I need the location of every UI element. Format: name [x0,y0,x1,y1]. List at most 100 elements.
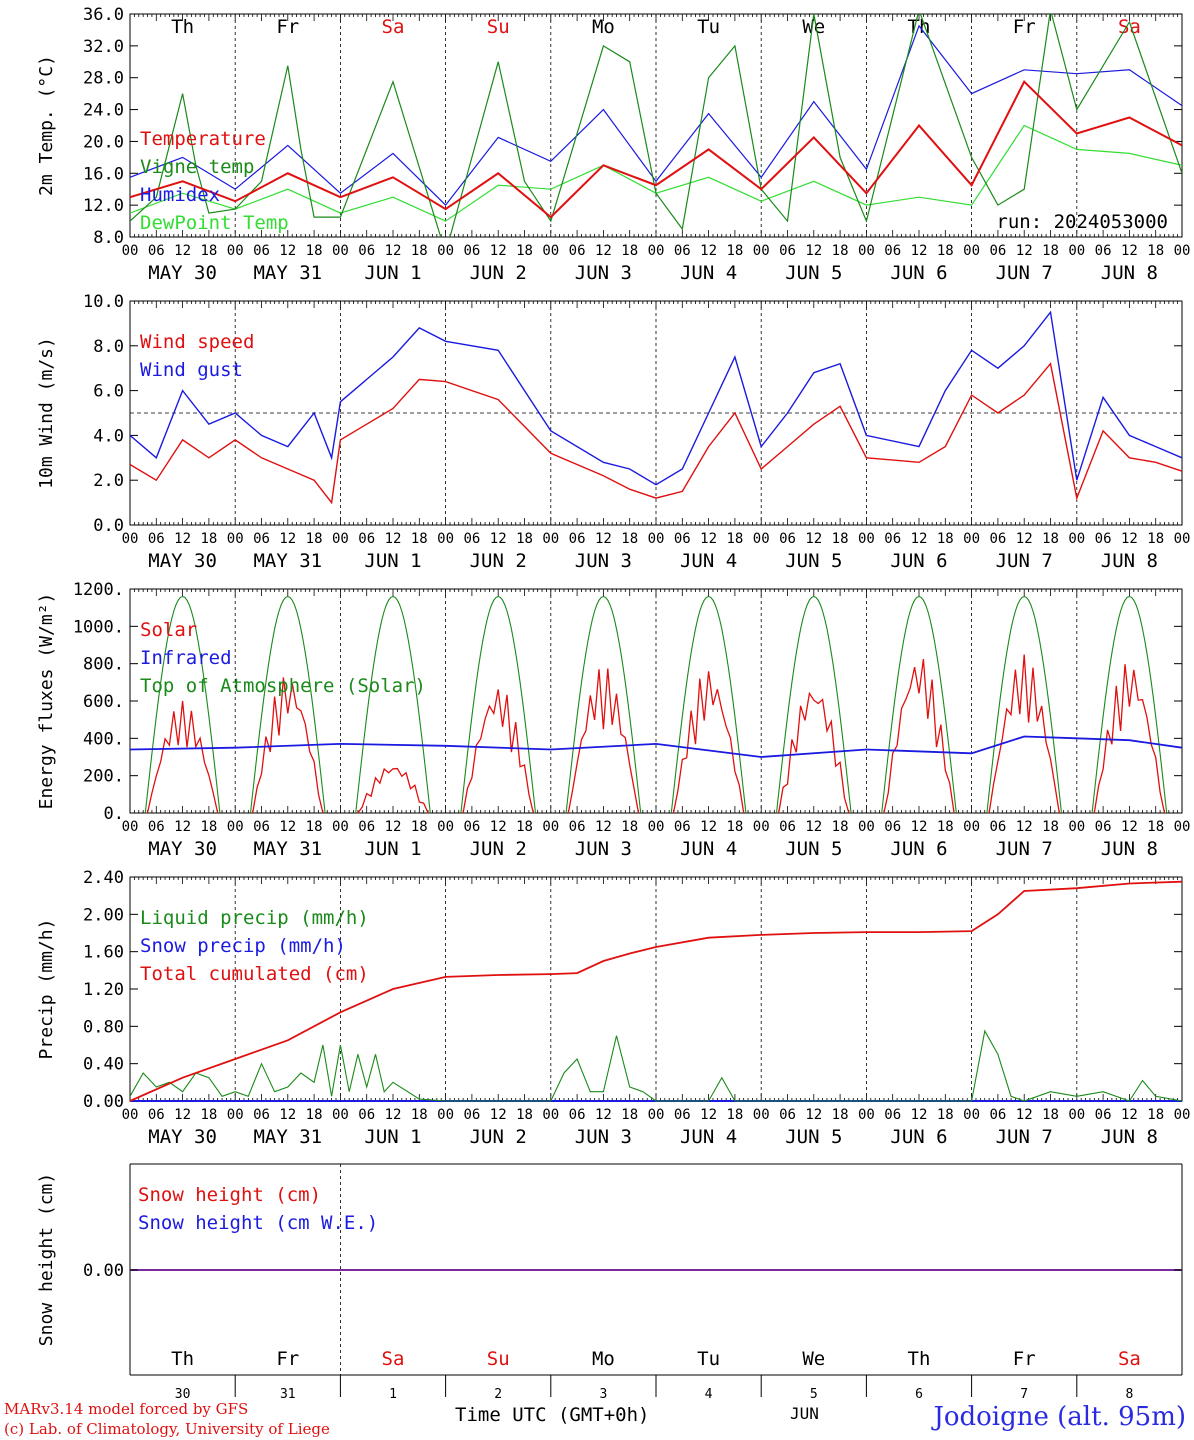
date-label: JUN 3 [575,1126,632,1148]
series-humidexline [130,24,1182,207]
hour-tick-label: 12 [805,1107,822,1123]
hour-tick-label: 12 [1121,1107,1138,1123]
date-label: JUN 7 [996,262,1053,284]
date-label: JUN 4 [680,262,737,284]
hour-tick-label: 00 [437,243,454,259]
hour-tick-label: 00 [1174,819,1191,835]
panel-1-series [130,14,1182,237]
hour-tick-label: 12 [595,1107,612,1123]
hour-tick-label: 18 [411,819,428,835]
hour-tick-label: 06 [253,243,270,259]
hour-tick-label: 12 [1016,1107,1033,1123]
hour-tick-label: 00 [1174,531,1191,547]
hour-tick-label: 00 [753,531,770,547]
legend-3-entry: Solar [140,619,197,641]
hour-tick-label: 00 [858,243,875,259]
solar-day-curve [146,700,219,814]
y-axis-label-2: 10m Wind (m/s) [36,337,57,489]
hour-tick-label: 00 [437,1107,454,1123]
date-label: MAY 31 [253,838,322,860]
date-label: JUN 3 [575,838,632,860]
solar-day-curve [252,677,324,814]
y-tick-label: 800. [83,655,124,675]
hour-tick-label: 12 [700,531,717,547]
hour-tick-label: 18 [306,819,323,835]
hour-tick-label: 12 [385,819,402,835]
hour-tick-label: 06 [569,819,586,835]
y-tick-label: 0.00 [83,1092,124,1112]
hour-tick-label: 00 [963,243,980,259]
date-label: JUN 3 [575,550,632,572]
date-label: MAY 31 [253,1126,322,1148]
hour-tick-label: 00 [122,819,139,835]
toa-solar-day-curve [986,595,1063,814]
hour-tick-label: 00 [1174,1107,1191,1123]
hour-tick-label: 06 [989,1107,1006,1123]
hour-tick-label: 12 [1016,819,1033,835]
hour-tick-label: 06 [358,1107,375,1123]
day-name-label: Fr [276,1348,299,1370]
y-tick-label: 36.0 [83,5,124,25]
toa-solar-day-curve [144,595,221,814]
toa-solar-day-curve [1091,595,1168,814]
hour-tick-label: 12 [911,243,928,259]
y-tick-label: 1000. [73,617,124,637]
y-tick-label: 8.0 [93,228,124,248]
hour-tick-label: 00 [122,243,139,259]
hour-tick-label: 06 [358,531,375,547]
hour-tick-label: 12 [174,243,191,259]
hour-tick-label: 12 [700,1107,717,1123]
hour-tick-label: 18 [200,531,217,547]
hour-tick-label: 12 [279,819,296,835]
date-label: MAY 30 [148,1126,217,1148]
hour-tick-label: 00 [227,1107,244,1123]
hour-tick-label: 12 [385,1107,402,1123]
date-label: JUN 4 [680,550,737,572]
hour-tick-label: 00 [437,531,454,547]
hour-tick-label: 00 [858,819,875,835]
y-tick-label: 0.80 [83,1017,124,1037]
y-tick-label: 400. [83,729,124,749]
hour-tick-label: 12 [490,1107,507,1123]
hour-tick-label: 12 [279,243,296,259]
toa-solar-day-curve [565,595,642,814]
solar-day-curve [567,668,640,814]
hour-tick-label: 06 [358,819,375,835]
y-tick-label: 0.40 [83,1055,124,1075]
hour-tick-label: 00 [227,531,244,547]
y-tick-label: 1.20 [83,980,124,1000]
hour-tick-label: 06 [1095,531,1112,547]
hour-tick-label: 06 [779,1107,796,1123]
date-label: JUN 4 [680,838,737,860]
legend-1-entry: Humidex [140,184,220,206]
hour-tick-label: 12 [490,243,507,259]
y-tick-label: 600. [83,692,124,712]
legend-4-entry: Snow precip (mm/h) [140,935,346,957]
legend-4-entry: Total cumulated (cm) [140,963,369,985]
y-tick-label: 0. [104,804,124,824]
day-name-label: Sa [1118,1348,1141,1370]
hour-tick-label: 00 [227,819,244,835]
day-name-label: Mo [592,16,615,38]
date-label: JUN 6 [890,262,947,284]
hour-tick-label: 06 [779,819,796,835]
y-tick-label: 2.0 [93,471,124,491]
hour-tick-label: 06 [989,819,1006,835]
month-label: JUN [790,1404,819,1423]
hour-tick-label: 00 [1068,819,1085,835]
hour-tick-label: 06 [884,531,901,547]
hour-tick-label: 00 [648,243,665,259]
hour-tick-label: 00 [122,1107,139,1123]
hour-tick-label: 06 [358,243,375,259]
hour-tick-label: 00 [648,819,665,835]
hour-tick-label: 00 [858,531,875,547]
hour-tick-label: 18 [306,1107,323,1123]
y-tick-label: 4.0 [93,426,124,446]
hour-tick-label: 00 [542,1107,559,1123]
date-number-label: 2 [494,1387,502,1402]
hour-tick-label: 18 [621,243,638,259]
hour-tick-label: 00 [1174,243,1191,259]
infrared-line [129,735,1183,758]
hour-tick-label: 18 [726,243,743,259]
total-cumulated-line [129,880,1183,1102]
